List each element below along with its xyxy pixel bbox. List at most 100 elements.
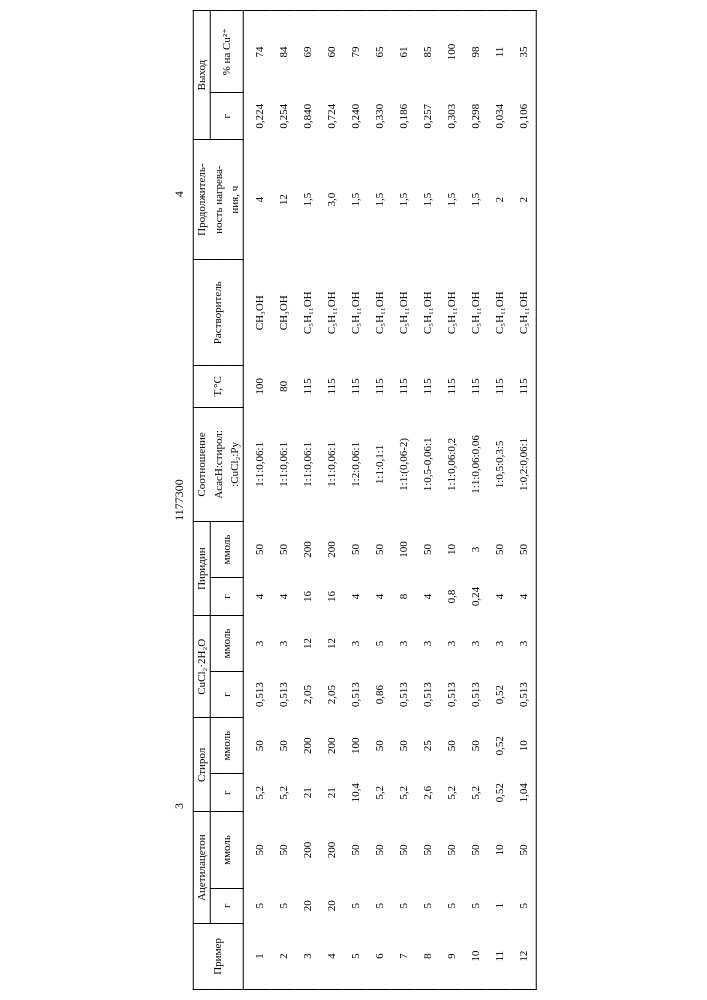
cell-pg: 4 <box>367 577 391 615</box>
cell-cg: 0,513 <box>415 671 439 718</box>
cell-solv: CH₃OH <box>271 260 295 366</box>
cell-n: 3 <box>295 923 319 989</box>
cell-n: 7 <box>391 923 415 989</box>
cell-yp: 69 <box>295 11 319 93</box>
table-row: 420200212002,0512162001:1:0,06:1115C₅H₁₁… <box>319 11 343 990</box>
cell-dur: 2 <box>511 140 536 260</box>
col-ratio-1: Соотношение <box>193 407 210 521</box>
cell-ratio: 1:1:(0,06-2) <box>391 407 415 521</box>
cell-cg: 2,05 <box>295 671 319 718</box>
cell-yp: 11 <box>487 11 511 93</box>
cell-cg: 0,513 <box>391 671 415 718</box>
cell-yg: 0,303 <box>439 93 463 140</box>
cell-sm: 200 <box>295 718 319 774</box>
cell-am: 10 <box>487 812 511 888</box>
table-row: 15505,2500,51334501:1:0,06:1100CH₃OH40,2… <box>242 11 271 990</box>
col-sg: г <box>210 774 243 812</box>
cell-yp: 74 <box>242 11 271 93</box>
cell-pg: 16 <box>295 577 319 615</box>
cell-solv: C₅H₁₁OH <box>319 260 343 366</box>
cell-t: 115 <box>343 366 367 407</box>
cell-ag: 5 <box>271 888 295 923</box>
table-row: 85502,6250,51334501:0,5-0,06:1115C₅H₁₁OH… <box>415 11 439 990</box>
table-row: 320200212002,0512162001:1:0,06:1115C₅H₁₁… <box>295 11 319 990</box>
cell-cg: 0,86 <box>367 671 391 718</box>
cell-yg: 0,724 <box>319 93 343 140</box>
col-yield: Выход <box>193 11 210 140</box>
cell-ag: 20 <box>319 888 343 923</box>
cell-ag: 20 <box>295 888 319 923</box>
cell-sm: 50 <box>367 718 391 774</box>
col-pm: ммоль <box>210 522 243 578</box>
cell-am: 200 <box>319 812 343 888</box>
cell-ag: 5 <box>343 888 367 923</box>
col-temp: T,°C <box>193 366 243 407</box>
table-row: 111100,520,520,5234501:0,5:0,3:5115C₅H₁₁… <box>487 11 511 990</box>
col-yg: г <box>210 93 243 140</box>
cell-ratio: 1:2:0,06:1 <box>343 407 367 521</box>
cell-pg: 8 <box>391 577 415 615</box>
cell-pg: 4 <box>343 577 367 615</box>
cell-ratio: 1:1:0,06:1 <box>242 407 271 521</box>
cell-t: 115 <box>415 366 439 407</box>
cell-cm: 3 <box>271 616 295 672</box>
col-pg: г <box>210 577 243 615</box>
cell-sg: 10,4 <box>343 774 367 812</box>
col-dur-1: Продолжитель- <box>193 140 210 260</box>
table-head: Пример Ацетилацетон Стирол CuCl₂·2H₂O Пи… <box>193 11 243 990</box>
cell-yp: 35 <box>511 11 536 93</box>
cell-cm: 3 <box>439 616 463 672</box>
cell-dur: 1,5 <box>391 140 415 260</box>
cell-pm: 100 <box>391 522 415 578</box>
cell-solv: C₅H₁₁OH <box>391 260 415 366</box>
cell-dur: 1,5 <box>415 140 439 260</box>
cell-ratio: 1:0,2:0,06:1 <box>511 407 536 521</box>
col-primer: Пример <box>193 923 243 989</box>
cell-t: 115 <box>367 366 391 407</box>
cell-sg: 21 <box>295 774 319 812</box>
cell-yp: 65 <box>367 11 391 93</box>
col-yp: % на Cu²⁺ <box>210 11 243 93</box>
cell-sg: 5,2 <box>242 774 271 812</box>
cell-cm: 3 <box>242 616 271 672</box>
cell-solv: C₅H₁₁OH <box>463 260 487 366</box>
cell-sm: 0,52 <box>487 718 511 774</box>
cell-n: 6 <box>367 923 391 989</box>
cell-cm: 3 <box>343 616 367 672</box>
cell-n: 12 <box>511 923 536 989</box>
cell-pm: 200 <box>319 522 343 578</box>
cell-pm: 50 <box>271 522 295 578</box>
cell-dur: 3,0 <box>319 140 343 260</box>
col-acetyl: Ацетилацетон <box>193 812 210 923</box>
page-number-right: 4 <box>171 191 186 197</box>
cell-am: 50 <box>367 812 391 888</box>
cell-ratio: 1:1:0,06:0,06 <box>463 407 487 521</box>
cell-yg: 0,224 <box>242 93 271 140</box>
cell-dur: 1,5 <box>439 140 463 260</box>
cell-cm: 3 <box>415 616 439 672</box>
cell-pg: 4 <box>415 577 439 615</box>
cell-solv: C₅H₁₁OH <box>439 260 463 366</box>
cell-cm: 3 <box>391 616 415 672</box>
cell-am: 50 <box>439 812 463 888</box>
cell-pg: 4 <box>511 577 536 615</box>
cell-solv: C₅H₁₁OH <box>343 260 367 366</box>
cell-cm: 3 <box>511 616 536 672</box>
table-row: 95505,2500,51330,8101:1:0,06:0,2115C₅H₁₁… <box>439 11 463 990</box>
cell-yg: 0,298 <box>463 93 487 140</box>
cell-solv: C₅H₁₁OH <box>295 260 319 366</box>
cell-t: 115 <box>487 366 511 407</box>
cell-ag: 5 <box>367 888 391 923</box>
cell-ratio: 1:1:0,06:1 <box>319 407 343 521</box>
col-dur-2: ность нагрева- <box>210 140 226 260</box>
cell-cm: 5 <box>367 616 391 672</box>
cell-n: 1 <box>242 923 271 989</box>
cell-pg: 0,24 <box>463 577 487 615</box>
cell-n: 8 <box>415 923 439 989</box>
patent-number: 1177300 <box>171 479 186 521</box>
cell-pm: 3 <box>463 522 487 578</box>
cell-pm: 50 <box>367 522 391 578</box>
cell-sg: 1,04 <box>511 774 536 812</box>
col-styrene: Стирол <box>193 718 210 812</box>
cell-sm: 10 <box>511 718 536 774</box>
